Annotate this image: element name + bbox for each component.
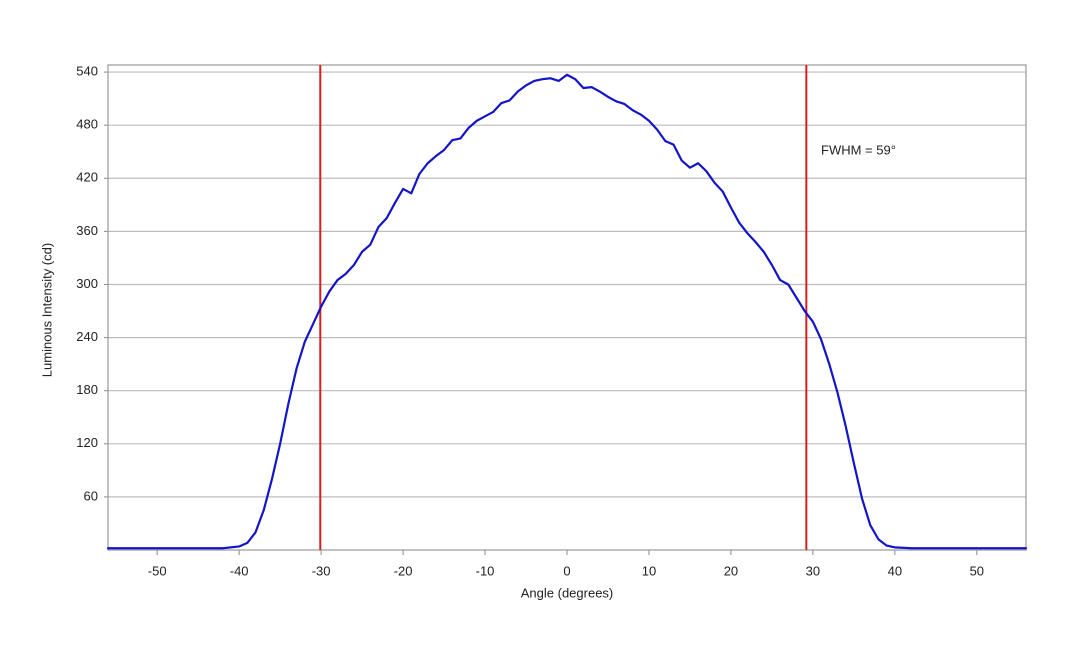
x-tick-label: 10	[642, 563, 656, 578]
data-line	[106, 73, 1028, 550]
y-tick-label: 360	[76, 223, 98, 238]
y-tick-label: 420	[76, 170, 98, 185]
y-tick-label: 480	[76, 117, 98, 132]
x-tick-label: -50	[148, 563, 167, 578]
y-tick-label: 120	[76, 435, 98, 450]
x-axis-label: Angle (degrees)	[521, 585, 614, 600]
x-tick-label: -40	[230, 563, 249, 578]
x-tick-label: -30	[312, 563, 331, 578]
x-tick-label: 50	[970, 563, 984, 578]
x-tick-label: 40	[888, 563, 902, 578]
x-tick-label: -10	[476, 563, 495, 578]
y-tick-label: 300	[76, 276, 98, 291]
y-axis-label: Luminous Intensity (cd)	[39, 243, 54, 377]
x-tick-label: 30	[806, 563, 820, 578]
annotation: FWHM = 59°	[821, 142, 896, 157]
x-tick-label: 20	[724, 563, 738, 578]
y-tick-label: 540	[76, 64, 98, 79]
y-tick-label: 240	[76, 329, 98, 344]
plot-frame	[107, 64, 1027, 551]
x-tick-label: -20	[394, 563, 413, 578]
y-tick-label: 180	[76, 382, 98, 397]
x-tick-label: 0	[563, 563, 570, 578]
y-tick-label: 60	[84, 488, 98, 503]
